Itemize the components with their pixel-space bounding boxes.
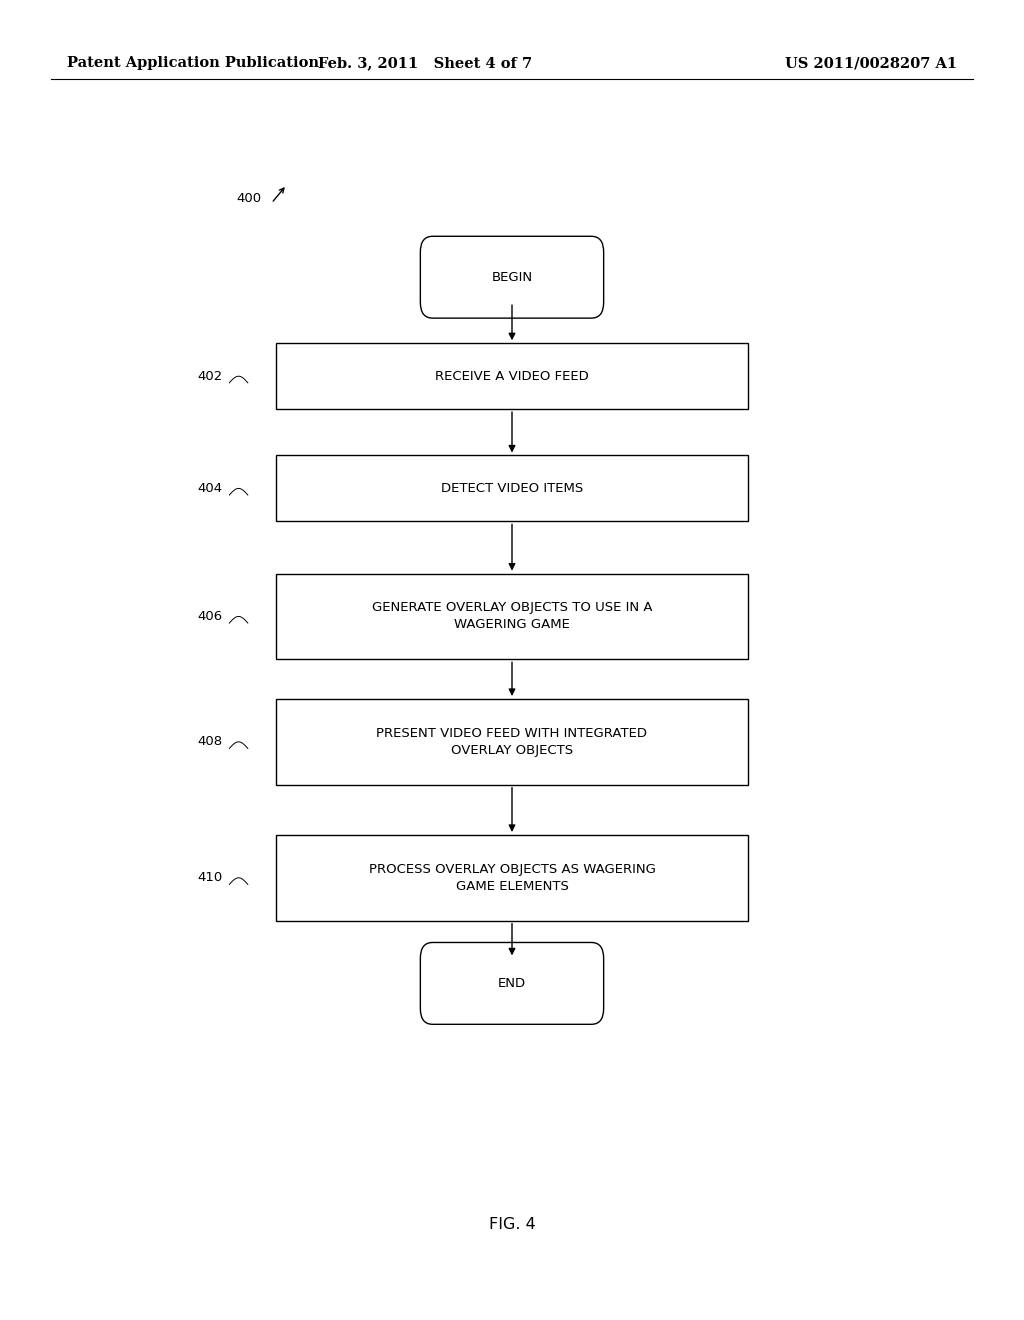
FancyBboxPatch shape [420,942,603,1024]
Text: BEGIN: BEGIN [492,271,532,284]
Text: END: END [498,977,526,990]
Text: US 2011/0028207 A1: US 2011/0028207 A1 [785,57,957,70]
Text: 406: 406 [197,610,222,623]
Text: RECEIVE A VIDEO FEED: RECEIVE A VIDEO FEED [435,370,589,383]
Text: 404: 404 [197,482,222,495]
Text: 410: 410 [197,871,222,884]
Text: Patent Application Publication: Patent Application Publication [67,57,318,70]
Text: 408: 408 [197,735,222,748]
Text: 402: 402 [197,370,222,383]
Text: PRESENT VIDEO FEED WITH INTEGRATED
OVERLAY OBJECTS: PRESENT VIDEO FEED WITH INTEGRATED OVERL… [377,727,647,756]
Text: Feb. 3, 2011   Sheet 4 of 7: Feb. 3, 2011 Sheet 4 of 7 [317,57,532,70]
Text: 400: 400 [236,191,261,205]
Bar [276,343,748,409]
Bar [276,836,748,921]
Bar [276,455,748,521]
Bar [276,573,748,659]
Text: FIG. 4: FIG. 4 [488,1217,536,1233]
FancyBboxPatch shape [420,236,603,318]
Bar [276,700,748,784]
Text: PROCESS OVERLAY OBJECTS AS WAGERING
GAME ELEMENTS: PROCESS OVERLAY OBJECTS AS WAGERING GAME… [369,863,655,892]
Text: DETECT VIDEO ITEMS: DETECT VIDEO ITEMS [441,482,583,495]
Text: GENERATE OVERLAY OBJECTS TO USE IN A
WAGERING GAME: GENERATE OVERLAY OBJECTS TO USE IN A WAG… [372,602,652,631]
